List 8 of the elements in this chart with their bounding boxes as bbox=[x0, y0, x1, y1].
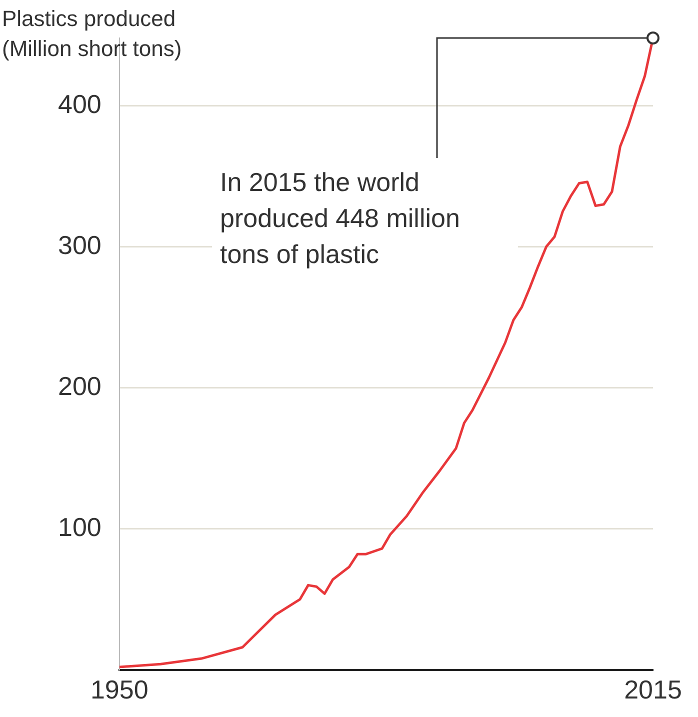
y-axis-title: Plastics produced (Million short tons) bbox=[2, 5, 183, 63]
y-tick-label: 300 bbox=[58, 230, 102, 260]
x-tick-label: 1950 bbox=[90, 674, 148, 705]
y-tick-label: 200 bbox=[58, 370, 102, 401]
annotation: In 2015 the world produced 448 million tons of plastic bbox=[212, 160, 518, 276]
x-tick-label: 2015 bbox=[624, 674, 682, 705]
y-tick-label: 400 bbox=[58, 88, 102, 119]
y-tick-label: 100 bbox=[58, 512, 102, 542]
